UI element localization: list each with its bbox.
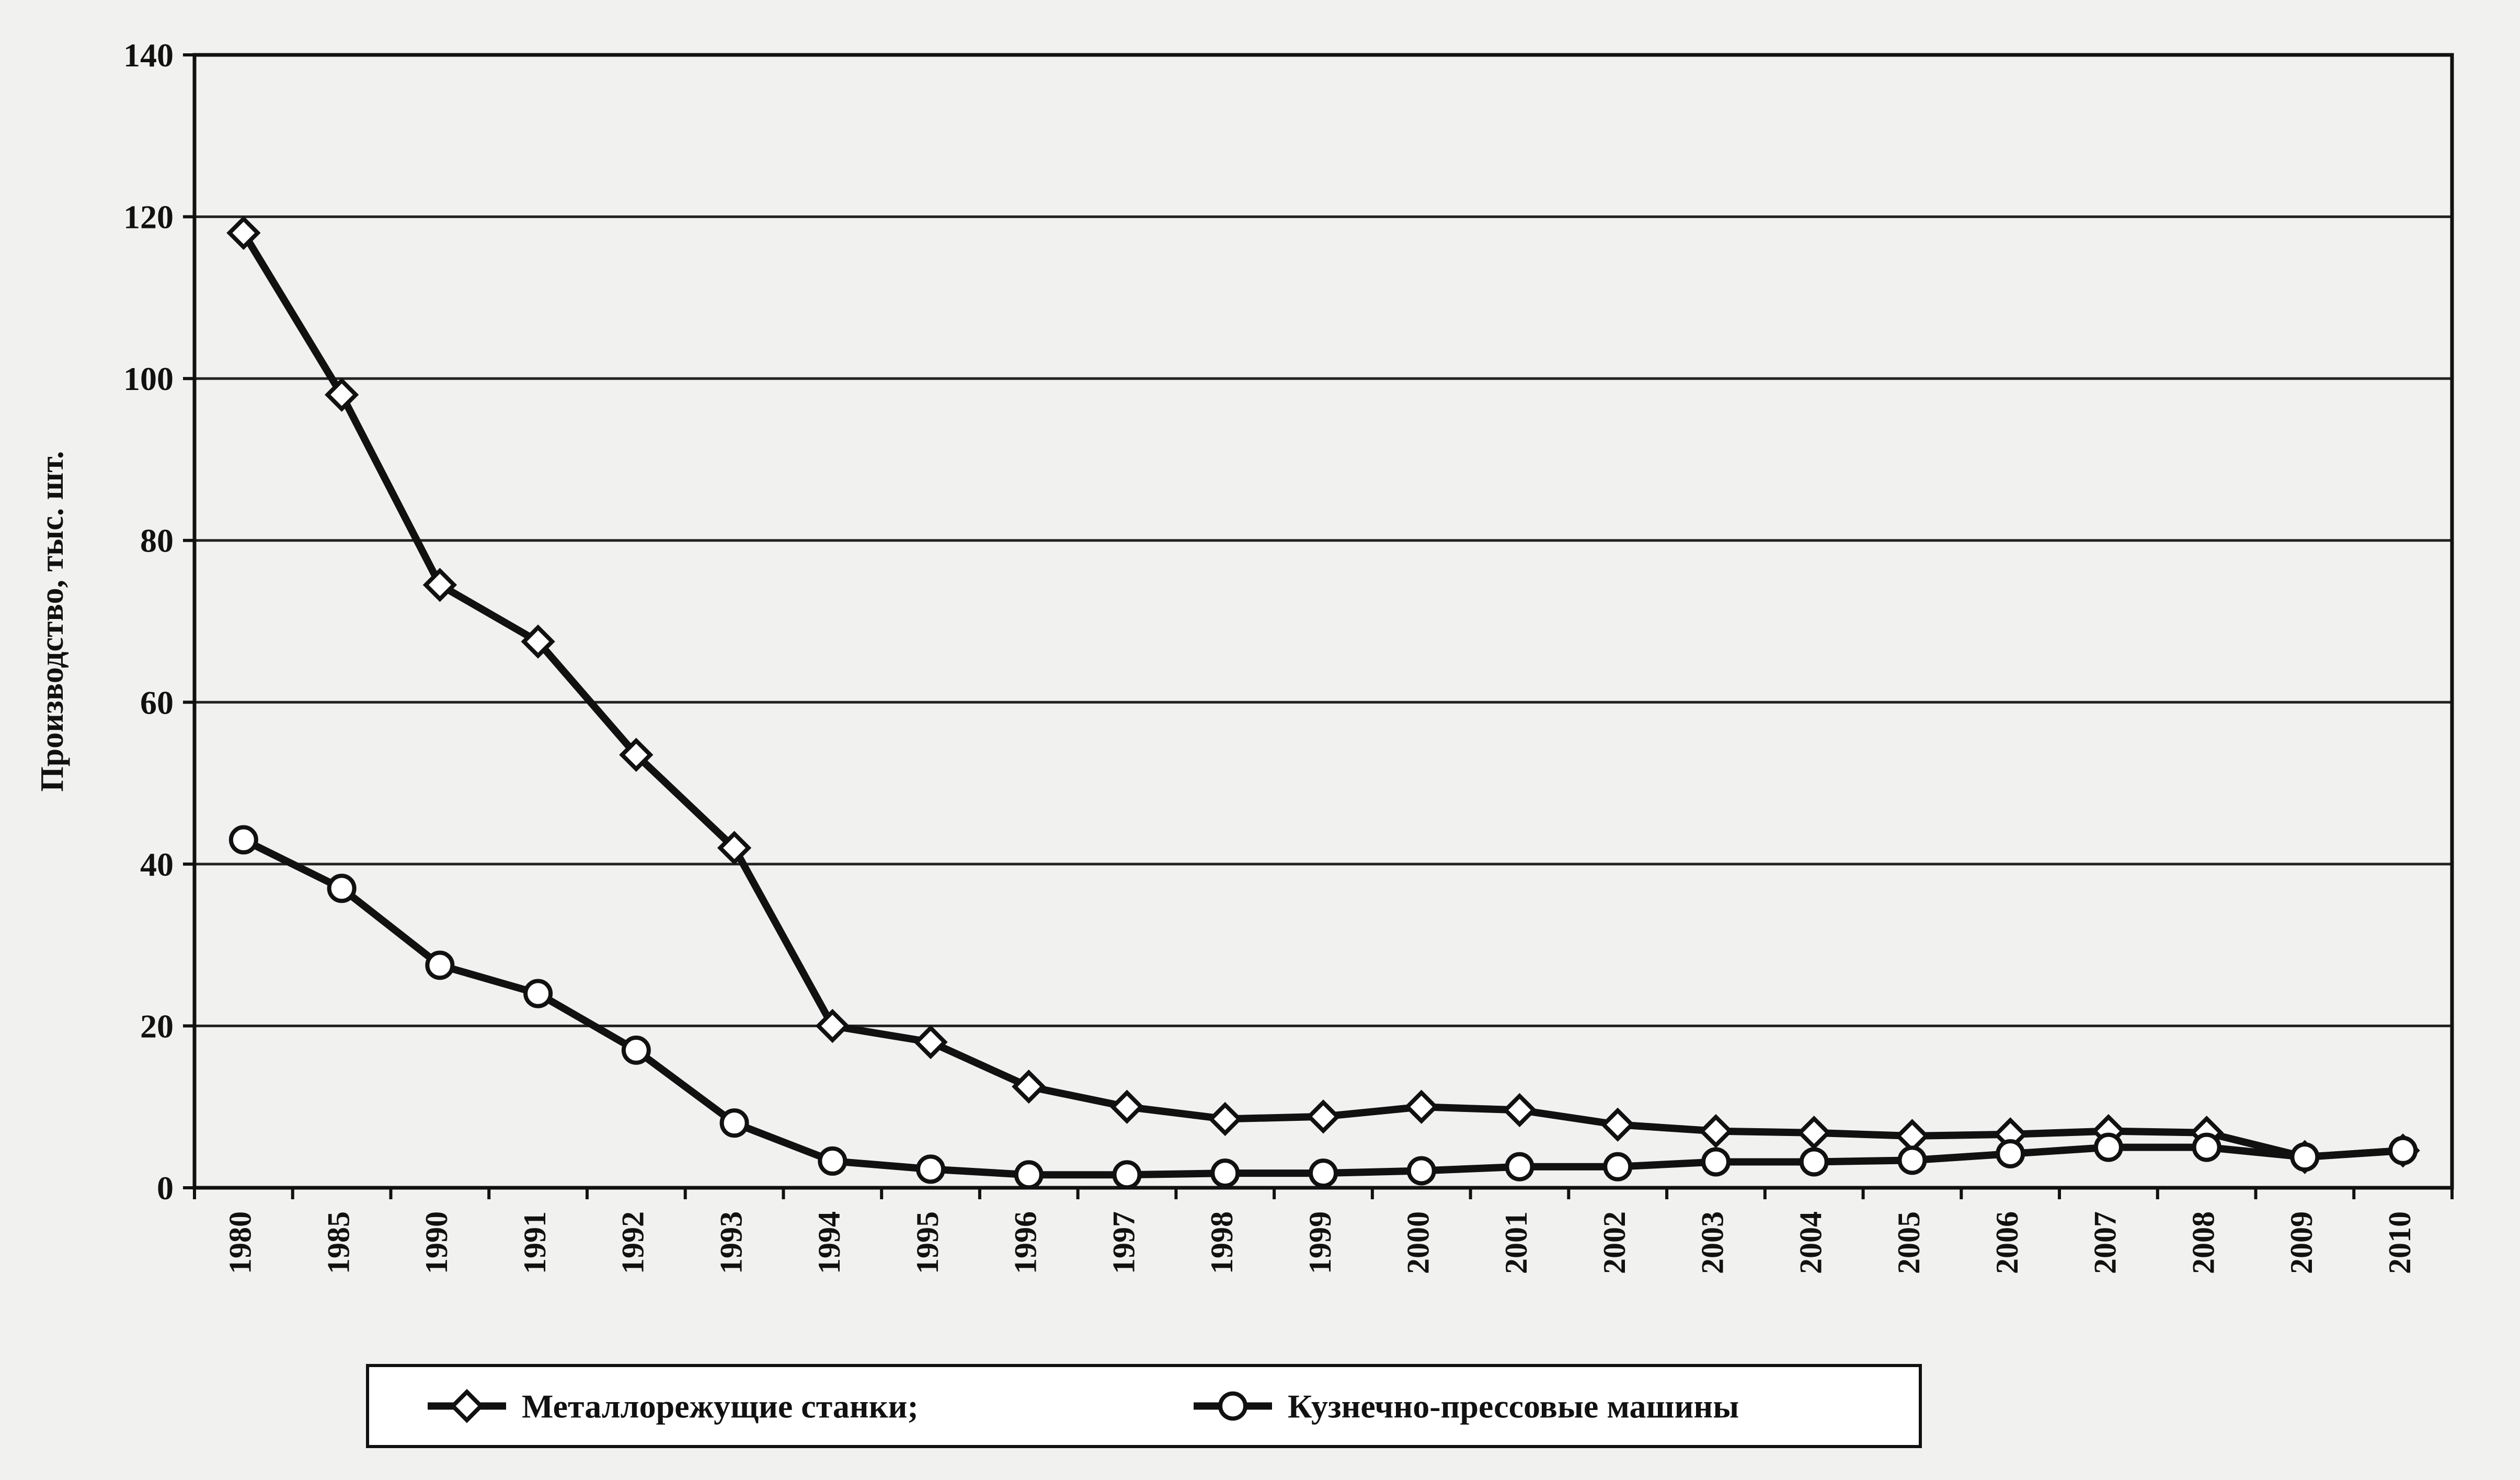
- y-axis-label: Производство, тыс. шт.: [35, 451, 70, 791]
- diamond-point: [521, 624, 555, 659]
- circle-point: [2290, 1142, 2320, 1172]
- circle-point: [1505, 1152, 1534, 1181]
- y-tick-label: 140: [123, 37, 174, 74]
- x-tick-label: 1997: [1106, 1211, 1141, 1274]
- circle-point: [1406, 1156, 1436, 1186]
- circle-point: [1996, 1139, 2025, 1168]
- circle-point: [1897, 1145, 1927, 1175]
- x-tick-label: 2010: [2382, 1211, 2417, 1274]
- x-tick-label: 1993: [714, 1211, 748, 1274]
- legend: Металлорежущие станки; Кузнечно-прессовые…: [366, 1364, 1922, 1448]
- y-tick-label: 80: [140, 522, 174, 559]
- diamond-point: [450, 1389, 484, 1424]
- circle-point: [2388, 1135, 2418, 1165]
- diamond-point: [1306, 1099, 1341, 1134]
- x-tick-label: 2004: [1793, 1211, 1828, 1274]
- diamond-point: [717, 831, 752, 865]
- x-tick-label: 2002: [1597, 1211, 1632, 1274]
- circle-point: [1309, 1158, 1338, 1188]
- x-tick-label: 1996: [1009, 1211, 1043, 1274]
- legend-label: Кузнечно-прессовые машины: [1288, 1388, 1739, 1425]
- diamond-point: [1600, 1107, 1635, 1142]
- diamond-point: [913, 1025, 948, 1060]
- x-tick-label: 1994: [812, 1211, 846, 1274]
- y-axis-ticks: 0 20 40 60 80 100 120 140: [123, 37, 194, 1207]
- y-tick-label: 40: [140, 846, 174, 883]
- x-tick-label: 2005: [1892, 1211, 1926, 1274]
- circle-point: [1218, 1391, 1247, 1421]
- circle-point: [327, 874, 357, 903]
- legend-box: [366, 1364, 1922, 1448]
- diamond-point: [815, 1008, 850, 1043]
- circle-point: [1799, 1147, 1829, 1177]
- circle-point: [228, 825, 258, 855]
- x-tick-label: 2008: [2186, 1211, 2220, 1274]
- circle-point: [621, 1035, 651, 1065]
- diamond-point: [1012, 1069, 1046, 1104]
- diamond-point: [1404, 1089, 1439, 1124]
- diamond-point: [1109, 1089, 1144, 1124]
- x-tick-label: 1990: [419, 1211, 454, 1274]
- legend-item: Металлорежущие станки;: [428, 1388, 919, 1425]
- y-tick-label: 100: [123, 360, 174, 397]
- circle-point: [1014, 1160, 1044, 1190]
- circle-point: [1701, 1147, 1731, 1177]
- circle-point: [2192, 1132, 2221, 1162]
- x-tick-label: 2000: [1401, 1211, 1436, 1274]
- diamond-point: [422, 568, 457, 602]
- diamond-point: [1797, 1116, 1831, 1150]
- x-axis-ticks: 1980 1985 1990 1991 1992 1993 1994 1995 1996 1997…: [193, 1188, 2454, 1274]
- circle-point: [2093, 1132, 2123, 1162]
- circle-point: [1603, 1152, 1633, 1181]
- diamond-point: [1699, 1114, 1733, 1149]
- series-line: [240, 231, 2403, 1161]
- x-tick-label: 2006: [1990, 1211, 2024, 1274]
- y-tick-label: 0: [157, 1169, 174, 1207]
- x-tick-label: 1999: [1303, 1211, 1337, 1274]
- circle-point: [916, 1154, 946, 1184]
- x-tick-label: 1991: [518, 1211, 552, 1274]
- circle-point: [523, 979, 553, 1008]
- x-tick-label: 1995: [910, 1211, 945, 1274]
- series-lines: [226, 215, 2420, 1190]
- y-tick-label: 120: [123, 199, 174, 236]
- x-tick-label: 2007: [2088, 1211, 2123, 1274]
- diamond-point: [1502, 1093, 1537, 1128]
- circle-point: [1112, 1160, 1142, 1190]
- diamond-point: [1208, 1102, 1242, 1137]
- y-tick-label: 60: [140, 684, 174, 721]
- gridlines: [194, 215, 2452, 1027]
- diamond-point: [226, 215, 261, 250]
- series-2: [228, 825, 2418, 1190]
- y-tick-label: 20: [140, 1007, 174, 1045]
- legend-label: Металлорежущие станки;: [522, 1388, 919, 1425]
- x-tick-label: 1985: [321, 1211, 356, 1274]
- x-tick-label: 2001: [1499, 1211, 1533, 1274]
- circle-point: [1210, 1158, 1240, 1188]
- x-tick-label: 1980: [223, 1211, 258, 1274]
- diamond-point: [619, 738, 654, 772]
- plot-frame: [192, 53, 2454, 1190]
- series-1: [226, 215, 2420, 1174]
- circle-point: [425, 950, 455, 980]
- legend-item: Кузнечно-прессовые машины: [1194, 1388, 1739, 1425]
- circle-point: [719, 1108, 749, 1138]
- circle-point: [818, 1146, 847, 1176]
- x-tick-label: 1992: [616, 1211, 650, 1274]
- x-tick-label: 2009: [2284, 1211, 2319, 1274]
- diamond-point: [324, 377, 359, 412]
- x-tick-label: 2003: [1696, 1211, 1730, 1274]
- x-tick-label: 1998: [1205, 1211, 1239, 1274]
